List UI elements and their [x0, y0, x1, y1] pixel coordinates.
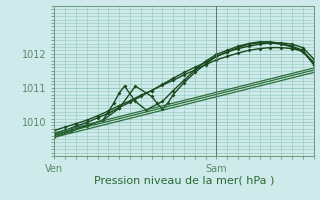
- X-axis label: Pression niveau de la mer( hPa ): Pression niveau de la mer( hPa ): [94, 175, 274, 185]
